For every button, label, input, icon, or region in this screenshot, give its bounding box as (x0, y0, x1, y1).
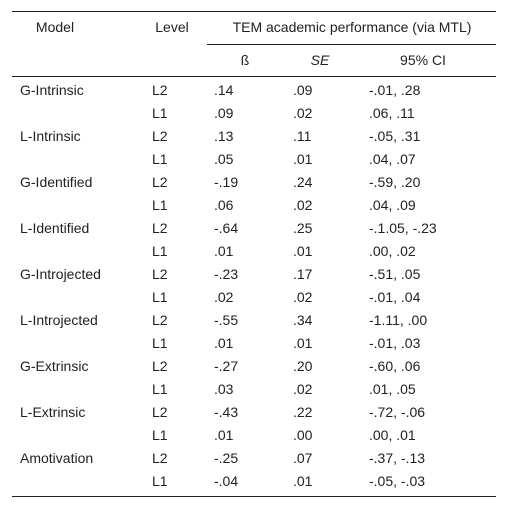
rule (207, 44, 496, 45)
se: .01 (293, 243, 313, 259)
ci: -.05, -.03 (369, 473, 426, 489)
ci: -.01, .28 (369, 82, 421, 98)
rule (12, 496, 496, 497)
ci: -.72, -.06 (369, 404, 426, 420)
model-name: G-Identified (20, 174, 93, 190)
ci: -.01, .03 (369, 335, 421, 351)
level: L2 (152, 404, 168, 420)
beta: -.64 (214, 220, 239, 236)
header: Model (35, 19, 75, 35)
ci: .04, .07 (369, 151, 416, 167)
se: .01 (293, 473, 313, 489)
level: L2 (152, 174, 168, 190)
se: .22 (293, 404, 313, 420)
model-name: L-Extrinsic (20, 404, 86, 420)
beta: -.25 (214, 450, 239, 466)
ci: .00, .01 (369, 427, 416, 443)
se: .20 (293, 358, 313, 374)
level: L2 (152, 266, 168, 282)
ci: .06, .11 (369, 105, 415, 121)
se: .02 (293, 289, 313, 305)
se: .11 (293, 128, 312, 144)
beta: -.23 (214, 266, 239, 282)
ci: -.05, .31 (369, 128, 421, 144)
level: L1 (152, 151, 168, 167)
level: L1 (152, 335, 168, 351)
se: .00 (293, 427, 313, 443)
ci: .01, .05 (369, 381, 416, 397)
ci: -1.11, .00 (369, 312, 428, 328)
level: L1 (152, 473, 168, 489)
model-name: L-Introjected (20, 312, 98, 328)
level: L1 (152, 105, 168, 121)
se: .17 (293, 266, 313, 282)
se: .34 (293, 312, 313, 328)
beta: .13 (214, 128, 234, 144)
ci: -.51, .05 (369, 266, 421, 282)
se: .02 (293, 105, 313, 121)
se: .24 (293, 174, 313, 190)
beta: -.27 (214, 358, 239, 374)
level: L2 (152, 312, 168, 328)
subheader: SE (310, 52, 330, 68)
se: .07 (293, 450, 313, 466)
header: Level (155, 19, 189, 35)
subheader: ß (240, 52, 250, 68)
ci: -.60, .06 (369, 358, 421, 374)
se: .01 (293, 151, 313, 167)
beta: .14 (214, 82, 234, 98)
model-name: G-Introjected (20, 266, 101, 282)
model-name: G-Intrinsic (20, 82, 84, 98)
model-name: L-Identified (20, 220, 90, 236)
rule (12, 11, 496, 12)
rule (12, 76, 496, 77)
level: L2 (152, 358, 168, 374)
level: L1 (152, 381, 168, 397)
beta: -.19 (214, 174, 239, 190)
level: L2 (152, 220, 168, 236)
ci: -.37, -.13 (369, 450, 426, 466)
level: L1 (152, 289, 168, 305)
model-name: G-Extrinsic (20, 358, 89, 374)
beta: .01 (214, 243, 234, 259)
model-name: Amotivation (20, 450, 94, 466)
beta: -.55 (214, 312, 239, 328)
beta: .09 (214, 105, 234, 121)
se: .25 (293, 220, 313, 236)
level: L1 (152, 243, 168, 259)
se: .01 (293, 335, 313, 351)
model-name: L-Intrinsic (20, 128, 81, 144)
se: .02 (293, 381, 313, 397)
beta: .01 (214, 335, 234, 351)
beta: .05 (214, 151, 234, 167)
ci: .00, .02 (369, 243, 416, 259)
beta: -.43 (214, 404, 239, 420)
beta: .03 (214, 381, 234, 397)
ci: -.01, .04 (369, 289, 421, 305)
se: .09 (293, 82, 313, 98)
se: .02 (293, 197, 313, 213)
ci: -.1.05, -.23 (369, 220, 437, 236)
beta: .06 (214, 197, 234, 213)
beta: .02 (214, 289, 234, 305)
subheader: 95% CI (400, 52, 446, 68)
level: L2 (152, 450, 168, 466)
level: L1 (152, 197, 168, 213)
header: TEM academic performance (via MTL) (232, 19, 472, 35)
level: L2 (152, 82, 168, 98)
beta: -.04 (214, 473, 239, 489)
ci: -.59, .20 (369, 174, 421, 190)
beta: .01 (214, 427, 234, 443)
level: L2 (152, 128, 168, 144)
ci: .04, .09 (369, 197, 416, 213)
level: L1 (152, 427, 168, 443)
